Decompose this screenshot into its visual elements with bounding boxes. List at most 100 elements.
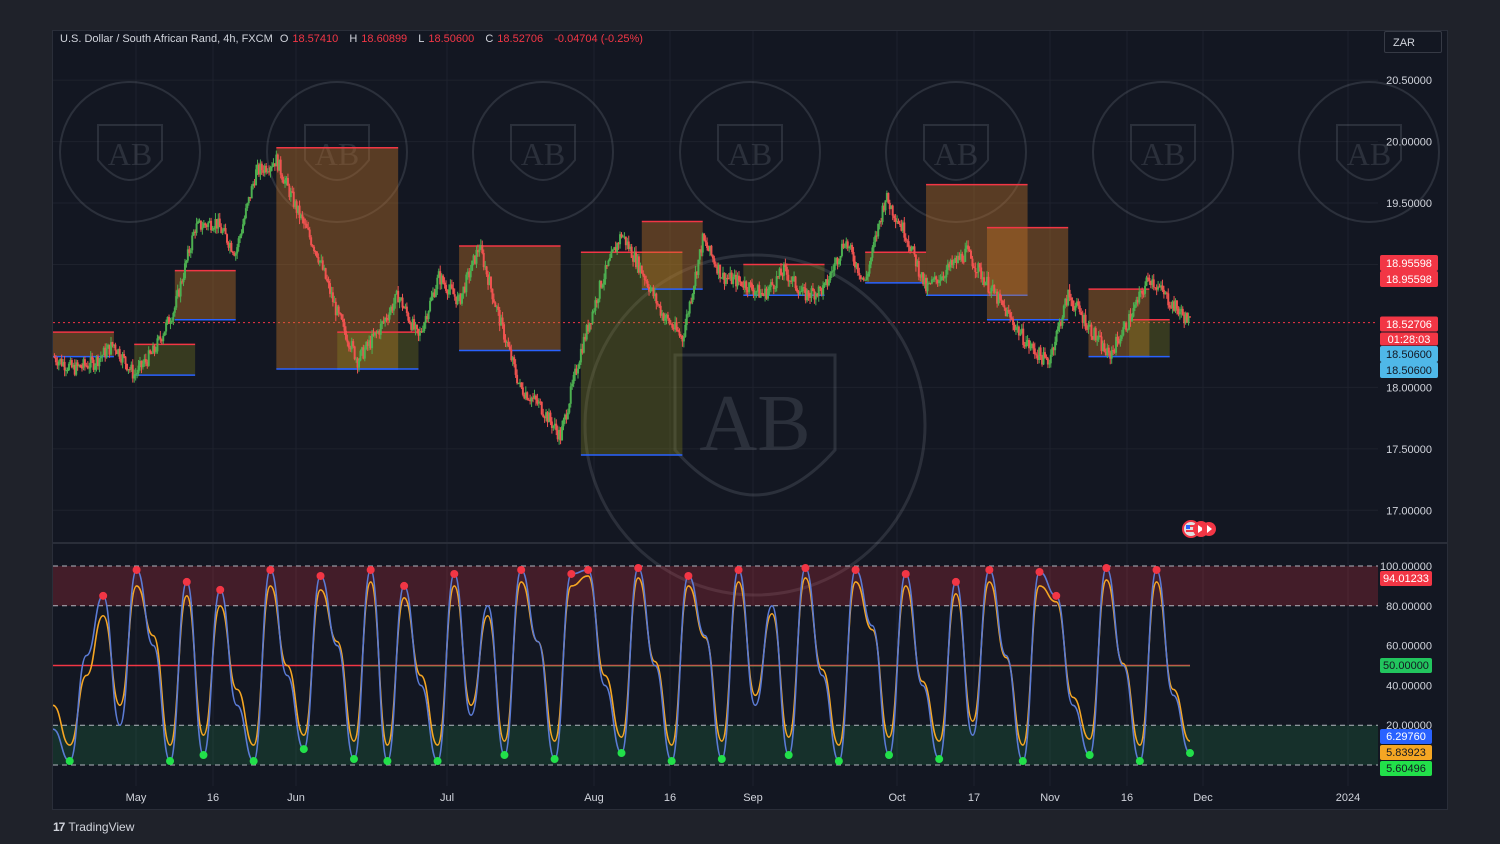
candle-body	[639, 265, 642, 273]
economic-event-icon[interactable]	[1181, 519, 1217, 539]
oversold-signal-dot	[784, 751, 793, 760]
candle-body	[855, 263, 858, 268]
candle-body	[1022, 328, 1025, 345]
candle-body	[494, 302, 497, 308]
candle-body	[447, 289, 450, 295]
candle-body	[121, 354, 124, 363]
candle-body	[94, 365, 97, 370]
symbol-title[interactable]: U.S. Dollar / South African Rand, 4h, FX…	[60, 33, 273, 45]
candle-body	[400, 297, 403, 299]
y-tick-label: 18.00000	[1386, 382, 1432, 394]
currency-selector[interactable]: ZAR	[1384, 31, 1442, 53]
symbol-legend[interactable]: U.S. Dollar / South African Rand, 4h, FX…	[60, 33, 647, 45]
candle-body	[707, 247, 710, 252]
candle-body	[1100, 336, 1103, 351]
candle-body	[310, 237, 313, 246]
candle-body	[972, 266, 975, 269]
candle-body	[970, 250, 973, 259]
candle-body	[224, 228, 227, 235]
candle-body	[751, 283, 754, 290]
overbought-signal-dot	[1102, 563, 1111, 572]
candle-body	[690, 301, 693, 303]
candle-body	[485, 266, 488, 275]
overbought-signal-dot	[584, 565, 593, 574]
candle-body	[405, 306, 408, 314]
candle-body	[350, 341, 353, 350]
candle-body	[613, 247, 616, 250]
candle-body	[941, 276, 944, 281]
candle-body	[67, 363, 70, 371]
oversold-signal-dot	[834, 757, 843, 766]
candle-body	[1189, 316, 1191, 318]
watermark-logo: AB	[1092, 81, 1234, 223]
range-box	[134, 344, 196, 376]
x-tick-label: 16	[664, 792, 676, 804]
overbought-signal-dot	[99, 591, 108, 600]
candle-body	[755, 291, 758, 293]
candle-body	[278, 159, 281, 171]
candle-body	[610, 251, 613, 258]
candle-body	[523, 394, 526, 399]
candle-body	[791, 277, 794, 282]
candle-body	[304, 223, 307, 225]
candle-body	[166, 316, 169, 323]
candle-body	[980, 267, 983, 280]
price-tag-box	[1380, 255, 1438, 271]
candle-body	[748, 282, 751, 293]
open-label: O	[279, 33, 289, 45]
candle-body	[532, 397, 535, 399]
candle-body	[753, 292, 756, 295]
candle-body	[693, 286, 696, 295]
candle-body	[732, 276, 735, 284]
candle-body	[769, 282, 772, 287]
x-tick-label: 16	[207, 792, 219, 804]
candle-body	[778, 268, 781, 277]
candle-body	[558, 429, 561, 440]
candle-body	[782, 264, 785, 276]
candle-body	[943, 277, 946, 279]
range-box	[865, 252, 927, 283]
range-box	[986, 227, 1069, 320]
candle-body	[582, 336, 585, 353]
candle-body	[236, 247, 239, 254]
candle-body	[510, 349, 513, 361]
candle-body	[326, 278, 329, 281]
candle-body	[176, 289, 179, 297]
close-value: 18.52706	[497, 33, 544, 45]
watermark-letters: AB	[1141, 136, 1185, 172]
candle-body	[553, 423, 556, 426]
candle-body	[66, 370, 69, 372]
stoch-k-line	[53, 567, 1191, 762]
candle-body	[620, 234, 623, 237]
candle-body	[484, 266, 487, 268]
osc-tag-text: 5.83923	[1386, 747, 1426, 759]
x-tick-label: Jul	[440, 792, 454, 804]
candle-body	[210, 220, 213, 231]
range-box	[337, 332, 419, 369]
candle-body	[662, 313, 665, 321]
candle-body	[816, 293, 819, 297]
candle-body	[521, 387, 524, 395]
candle-body	[595, 300, 598, 304]
candle-body	[98, 358, 101, 367]
candle-body	[402, 307, 405, 309]
us-flag-event-icon[interactable]	[1181, 519, 1217, 544]
candle-body	[381, 321, 384, 324]
candle-body	[60, 358, 63, 366]
candle-body	[152, 345, 155, 354]
candle-body	[344, 330, 347, 340]
candle-body	[314, 250, 317, 252]
candle-body	[700, 249, 703, 253]
candle-body	[698, 249, 701, 260]
candle-body	[933, 276, 936, 280]
candle-body	[785, 266, 788, 275]
candle-body	[1072, 306, 1075, 311]
candle-body	[199, 220, 202, 230]
candle-body	[423, 322, 426, 331]
candle-body	[214, 218, 217, 228]
candle-body	[533, 395, 536, 398]
candle-body	[1055, 330, 1058, 342]
tradingview-logo[interactable]: 17 TradingView	[53, 820, 134, 834]
watermark-ring	[59, 81, 201, 223]
